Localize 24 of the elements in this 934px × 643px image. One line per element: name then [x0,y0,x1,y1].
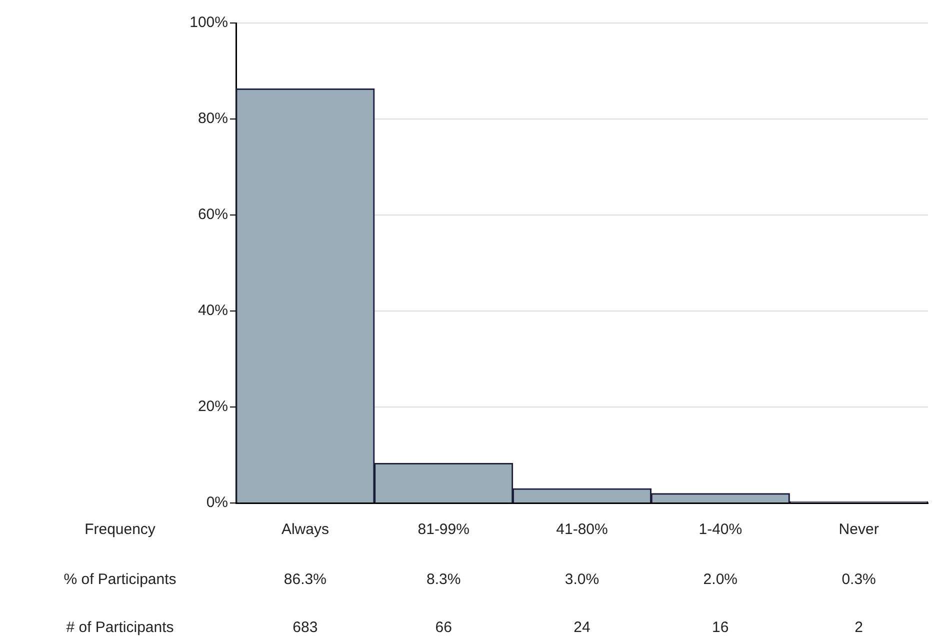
y-tick-label: 60% [198,206,228,224]
text: # of Participants [66,619,174,636]
y-tick-label: 0% [206,494,228,512]
text: 66 [435,619,452,636]
x-tick-label: 41-80% [556,521,608,538]
text: 16 [712,619,729,636]
data-label: 8.3% [426,571,461,588]
x-axis-title: Frequency [84,521,156,538]
y-tick-label: 100% [190,14,228,32]
y-tick-label: 80% [198,110,228,128]
data-label: 86.3% [284,571,326,588]
data-label: 3.0% [564,571,600,588]
text: 683 [292,619,318,636]
data-label: 2.0% [703,571,738,588]
text: 2 [854,619,863,636]
y-tick-label: 20% [198,398,228,416]
text: % of Participants [64,571,176,588]
y-tick-label: 40% [198,302,228,320]
x-tick-label: 1-40% [698,521,742,538]
data-label: 0.3% [842,571,876,588]
x-tick-label: 81-99% [418,521,470,538]
x-tick-label: Never [838,521,879,538]
text: 24 [574,619,590,636]
x-tick-label: Always [281,521,329,538]
